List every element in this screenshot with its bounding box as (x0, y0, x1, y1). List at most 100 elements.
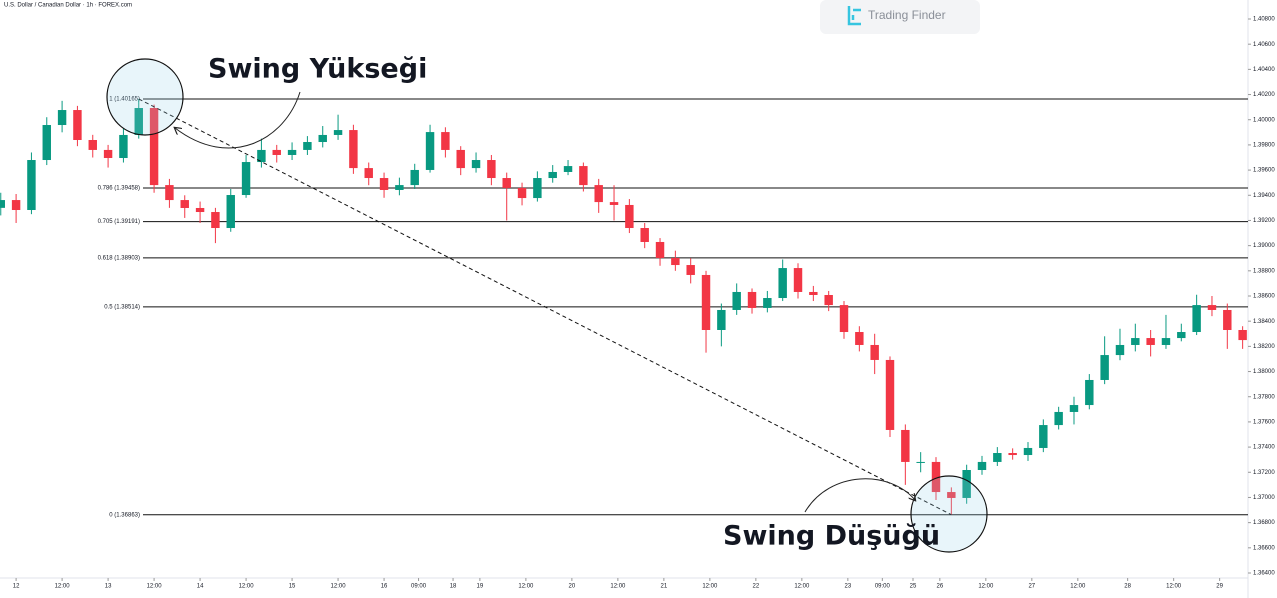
candle-body (456, 149, 465, 169)
candle-body (0, 200, 5, 208)
fib-level-label: 0.786 (1.39458) (98, 186, 140, 192)
y-tick-label: 1.36400 (1253, 571, 1275, 577)
candle-body (471, 160, 481, 169)
x-tick-label: 12:00 (147, 584, 163, 590)
y-tick-label: 1.39000 (1253, 243, 1275, 249)
candle-body (27, 160, 36, 211)
x-tick-label: 29 (1216, 584, 1223, 590)
candle-body (701, 274, 711, 330)
candle-body (931, 461, 941, 493)
watermark: Trading Finder (820, 0, 980, 34)
swing-trendline (138, 98, 952, 516)
candle-body (609, 202, 619, 205)
x-tick-label: 21 (661, 584, 668, 590)
candle-body (1115, 344, 1125, 356)
candle-body (824, 294, 833, 306)
candle-body (517, 187, 527, 199)
x-tick-label: 12:00 (702, 584, 718, 590)
candle-body (916, 461, 925, 463)
y-tick-label: 1.38600 (1253, 294, 1275, 300)
x-tick-label: 28 (1124, 584, 1131, 590)
candle-body (1192, 305, 1201, 333)
candle-body (655, 241, 665, 258)
candle-body (1146, 338, 1155, 345)
swing-low-label: Swing Düşüğü (723, 521, 940, 552)
candle-body (272, 149, 281, 155)
x-tick-label: 12:00 (610, 584, 626, 590)
swing-low-arrow (804, 478, 915, 513)
candle-body (303, 142, 312, 150)
x-tick-label: 22 (753, 584, 760, 590)
y-tick-label: 1.38400 (1253, 319, 1275, 325)
candle-body (1131, 338, 1140, 345)
x-tick-label: 13 (105, 584, 112, 590)
x-tick-label: 12:00 (1070, 584, 1086, 590)
candle-body (778, 268, 787, 299)
y-tick-label: 1.39400 (1253, 193, 1275, 199)
candle-body (57, 110, 67, 126)
candle-body (548, 171, 557, 179)
y-tick-label: 1.38000 (1253, 369, 1275, 375)
candle-body (1039, 425, 1048, 448)
candle-body (441, 132, 450, 150)
candle-body (349, 130, 358, 169)
candle-body (793, 268, 803, 292)
candle-body (1177, 332, 1186, 339)
candle-body (763, 298, 772, 308)
swing-high-label: Swing Yükseği (208, 54, 427, 85)
x-tick-label: 20 (569, 584, 576, 590)
candle-body (885, 359, 895, 430)
candle-body (42, 125, 51, 161)
x-tick-label: 12 (13, 584, 20, 590)
y-tick-label: 1.36600 (1253, 545, 1275, 551)
candle-body (809, 291, 818, 295)
candle-body (977, 461, 987, 471)
candle-body (563, 166, 573, 172)
y-tick-label: 1.37400 (1253, 445, 1275, 451)
fib-level-label: 0.618 (1.38903) (98, 255, 140, 261)
x-tick-label: 09:00 (411, 584, 427, 590)
candle-body (149, 108, 159, 186)
candle-body (502, 178, 511, 188)
x-tick-label: 12:00 (1166, 584, 1182, 590)
candle-body (11, 200, 21, 211)
candle-body (1238, 329, 1247, 341)
y-tick-label: 1.37600 (1253, 419, 1275, 425)
x-tick-label: 15 (289, 584, 296, 590)
x-tick-label: 09:00 (875, 584, 891, 590)
candle-body (855, 332, 864, 345)
y-tick-label: 1.37200 (1253, 470, 1275, 476)
fib-level-label: 1 (1.40165) (109, 97, 140, 103)
fib-level-label: 0.705 (1.39191) (98, 219, 140, 225)
x-tick-label: 12:00 (794, 584, 810, 590)
candle-body (579, 166, 588, 186)
candle-body (333, 130, 343, 135)
candle-body (870, 344, 879, 360)
candle-body (1100, 355, 1109, 380)
y-tick-label: 1.37800 (1253, 394, 1275, 400)
x-tick-label: 12:00 (518, 584, 534, 590)
y-tick-label: 1.39800 (1253, 142, 1275, 148)
y-tick-label: 1.40600 (1253, 42, 1275, 48)
candle-body (1054, 411, 1063, 426)
x-tick-label: 12:00 (55, 584, 71, 590)
swing-low-circle (910, 475, 988, 553)
candle-body (625, 204, 634, 229)
candle-body (257, 149, 266, 163)
candle-body (195, 207, 205, 213)
candle-body (686, 265, 695, 275)
candle-body (747, 291, 757, 308)
y-tick-label: 1.38200 (1253, 344, 1275, 350)
x-tick-label: 12:00 (331, 584, 347, 590)
candle-body (487, 160, 496, 179)
x-tick-label: 25 (910, 584, 917, 590)
y-tick-label: 1.39600 (1253, 168, 1275, 174)
candle-body (318, 134, 327, 143)
x-tick-label: 14 (197, 584, 204, 590)
candle-body (211, 212, 220, 229)
candle-body (410, 169, 419, 186)
candle-body (425, 132, 435, 170)
candle-body (1008, 453, 1017, 456)
swing-high-arrow (175, 91, 301, 149)
y-tick-label: 1.40200 (1253, 92, 1275, 98)
